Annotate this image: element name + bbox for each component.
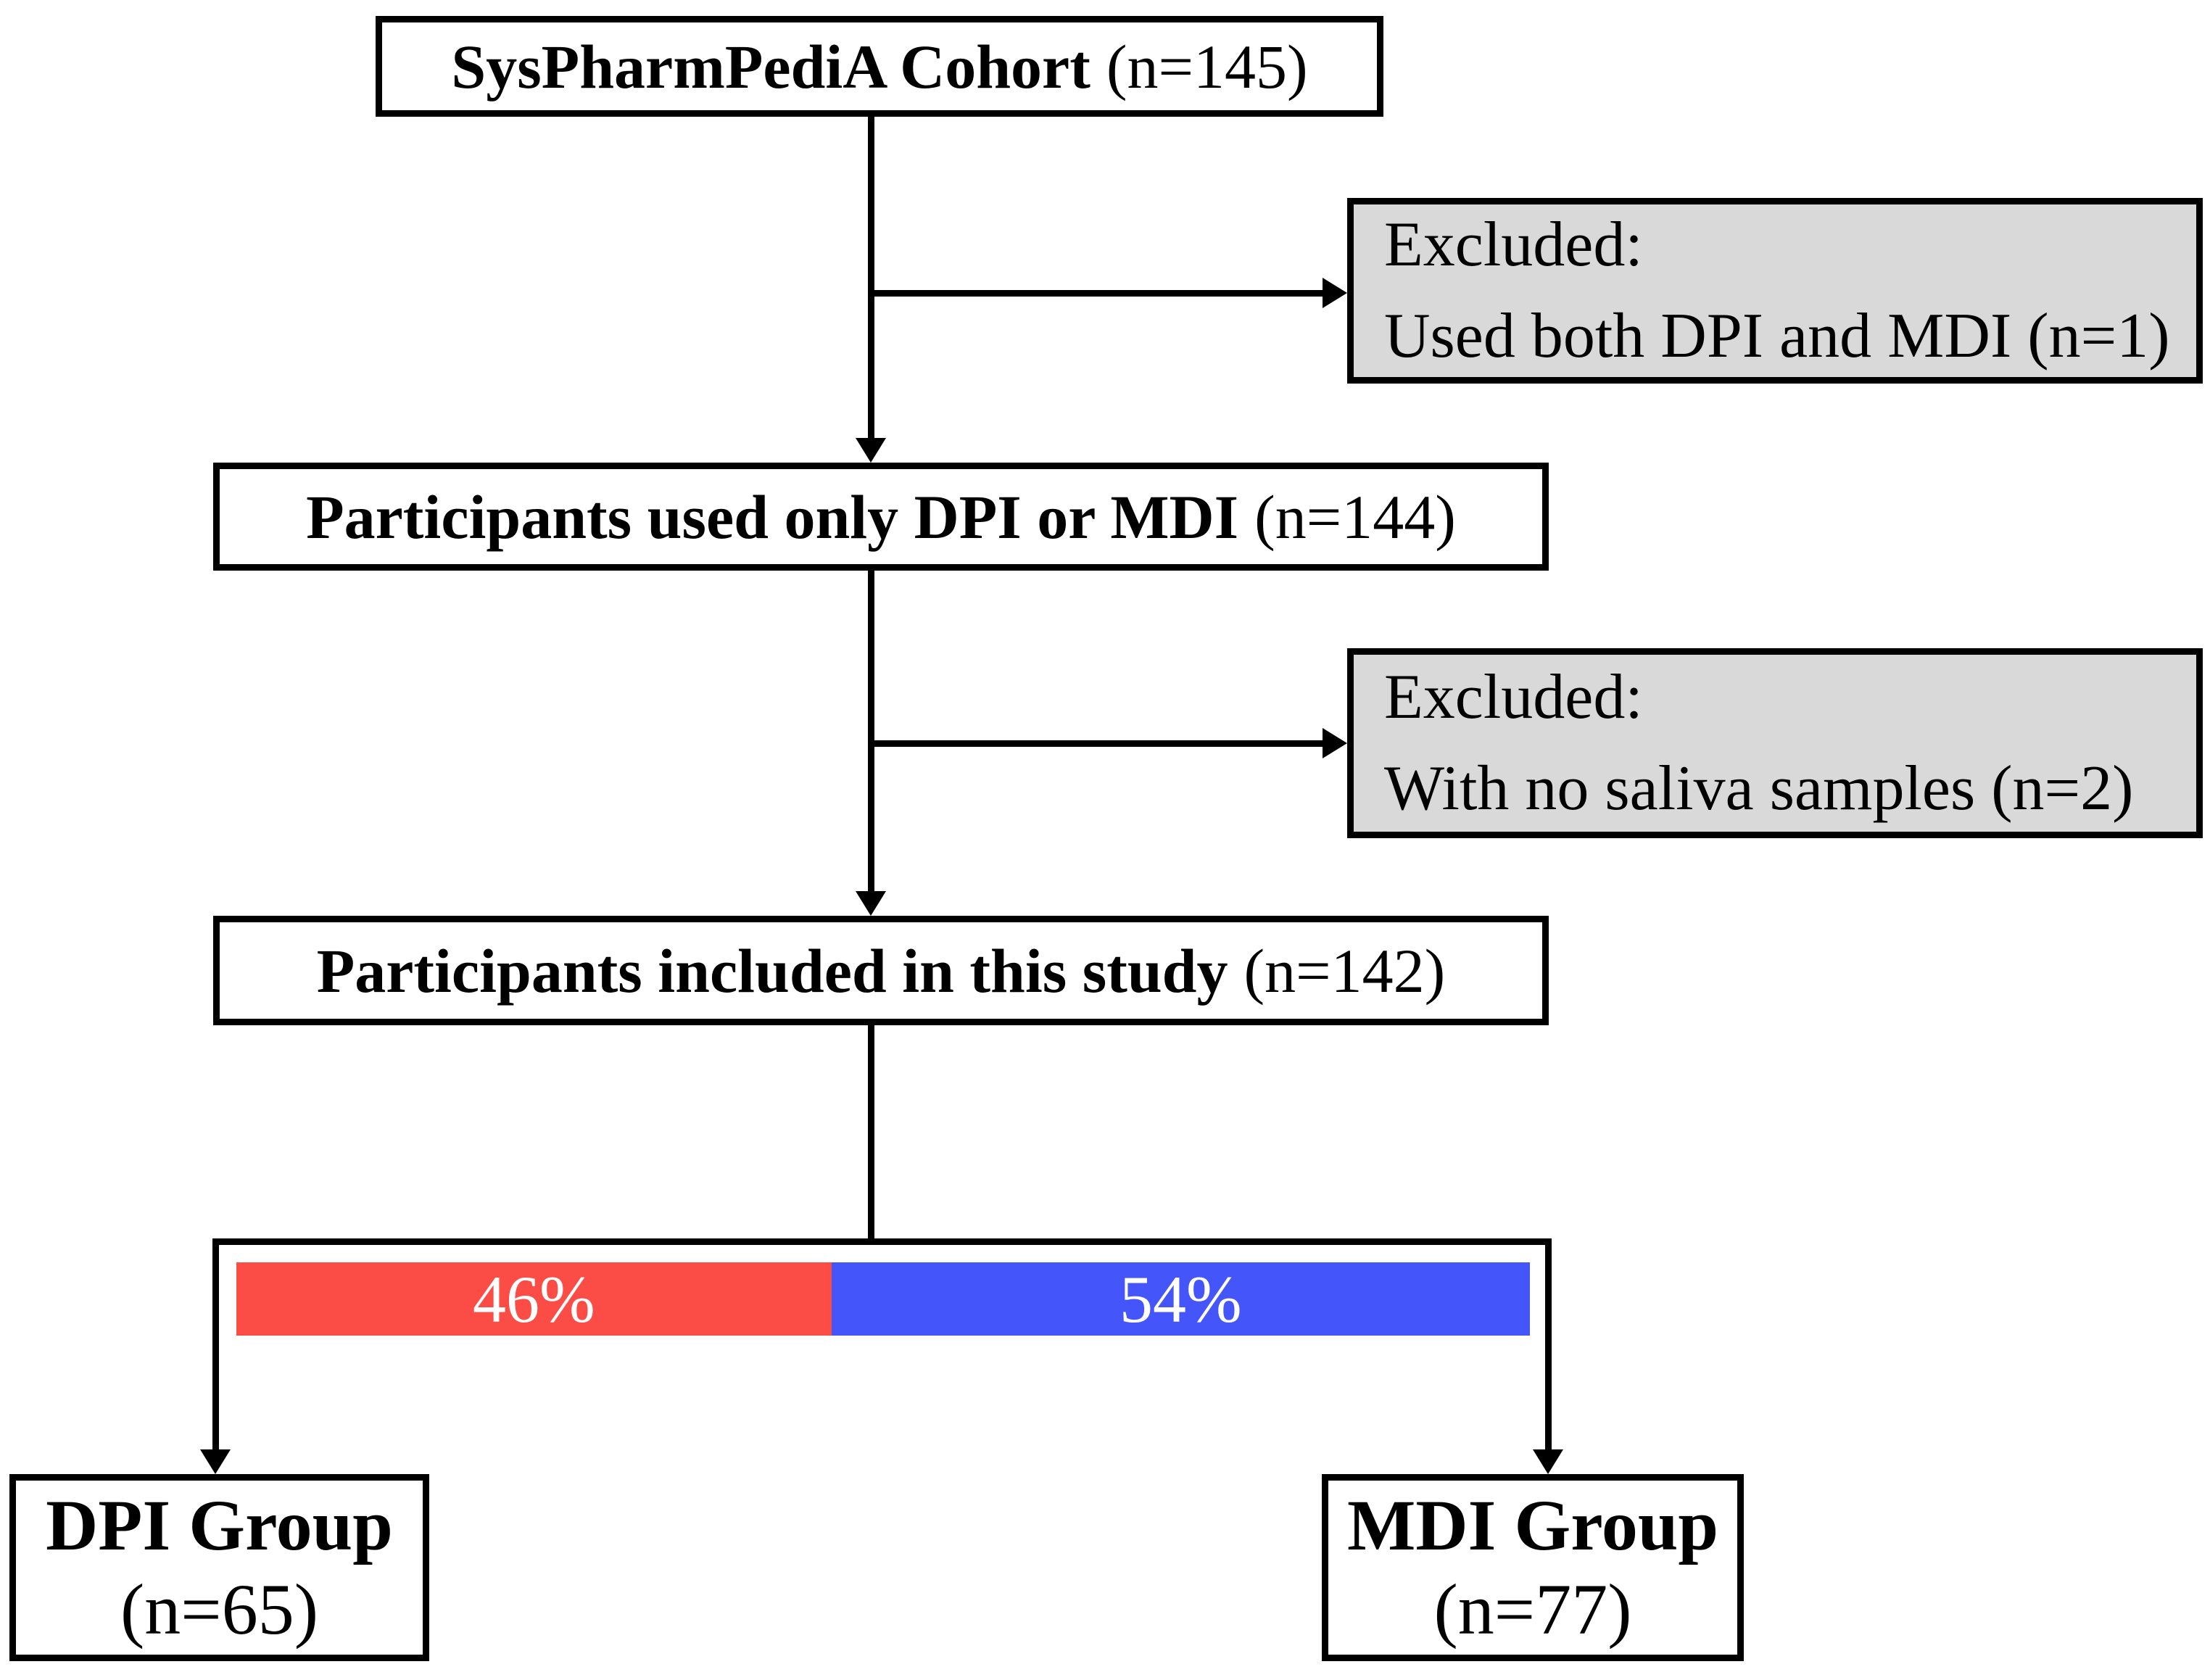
cohort-box: SysPharmPediA Cohort (n=145) xyxy=(376,16,1383,117)
cohort-box-n: (n=145) xyxy=(1106,31,1308,102)
connector-included-to-split xyxy=(868,1025,874,1245)
included-box: Participants included in this study (n=1… xyxy=(213,916,1549,1025)
dpi-share-label: 46% xyxy=(472,1262,595,1336)
dpi-group-n: (n=65) xyxy=(120,1569,318,1650)
excluded-box-2: Excluded: With no saliva samples (n=2) xyxy=(1347,648,2203,838)
excluded-2-heading: Excluded: xyxy=(1384,662,1643,732)
mdi-group-box: MDI Group (n=77) xyxy=(1322,1474,1744,1661)
excluded-2-reason: With no saliva samples (n=2) xyxy=(1384,753,2134,824)
excluded-1-reason: Used both DPI and MDI (n=1) xyxy=(1384,301,2170,371)
connector-only-to-included xyxy=(868,571,874,891)
connector-split-to-dpi xyxy=(212,1245,219,1449)
excluded-box-1: Excluded: Used both DPI and MDI (n=1) xyxy=(1347,198,2203,384)
mdi-share-segment: 54% xyxy=(831,1262,1530,1336)
mdi-share-label: 54% xyxy=(1119,1262,1242,1336)
arrowhead-into-dpi-box xyxy=(200,1449,231,1474)
dpi-group-title: DPI Group xyxy=(46,1485,393,1565)
arrowhead-into-excluded-2 xyxy=(1323,728,1347,758)
only-box-title: Participants used only DPI or MDI xyxy=(306,481,1239,552)
arrowhead-into-excluded-1 xyxy=(1323,278,1347,308)
arrowhead-into-only-box xyxy=(856,438,886,463)
arrowhead-into-included-box xyxy=(856,891,886,916)
cohort-box-title: SysPharmPediA Cohort xyxy=(451,31,1090,102)
mdi-group-n: (n=77) xyxy=(1433,1569,1632,1650)
dpi-share-segment: 46% xyxy=(236,1262,832,1336)
arrowhead-into-mdi-box xyxy=(1533,1449,1563,1474)
split-line xyxy=(212,1238,1552,1245)
excluded-1-heading: Excluded: xyxy=(1384,210,1643,280)
included-box-title: Participants included in this study xyxy=(316,935,1228,1006)
connector-split-to-mdi xyxy=(1545,1245,1552,1449)
included-box-n: (n=142) xyxy=(1243,935,1446,1006)
branch-to-excluded-2 xyxy=(871,740,1324,747)
branch-to-excluded-1 xyxy=(871,290,1324,297)
only-box-n: (n=144) xyxy=(1254,481,1456,552)
connector-cohort-to-only xyxy=(868,117,874,441)
only-dpi-mdi-box: Participants used only DPI or MDI (n=144… xyxy=(213,463,1549,571)
group-share-bar: 46% 54% xyxy=(236,1262,1530,1336)
dpi-group-box: DPI Group (n=65) xyxy=(9,1474,429,1661)
mdi-group-title: MDI Group xyxy=(1346,1485,1719,1565)
